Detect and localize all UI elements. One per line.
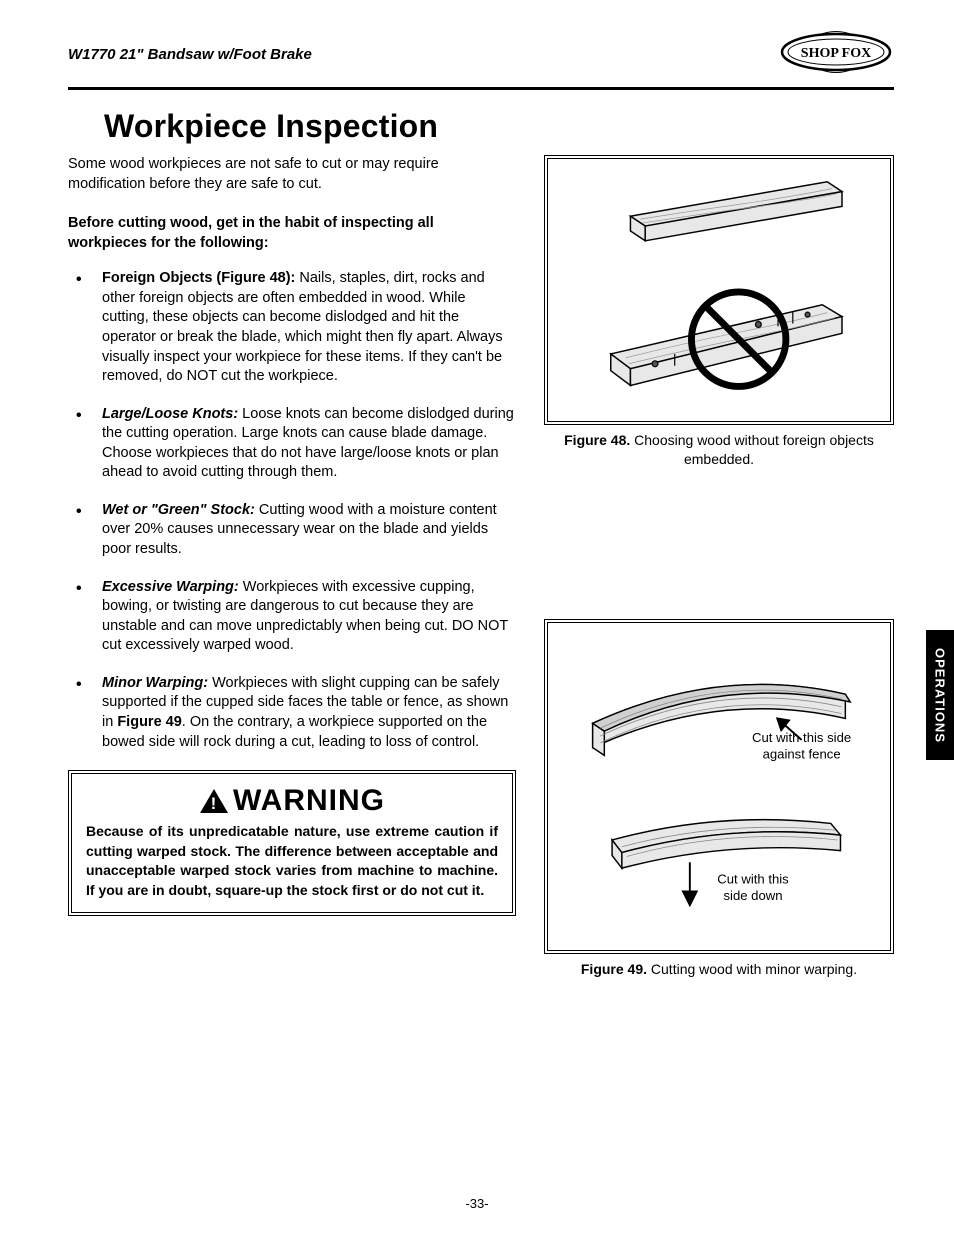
fig49-annotation-fence: Cut with this side against fence [748, 730, 855, 763]
page-title: Workpiece Inspection [104, 108, 894, 145]
warning-text: Because of its unpredicatable nature, us… [86, 822, 498, 900]
figure-number: Figure 48. [564, 432, 630, 448]
header-title: W1770 21" Bandsaw w/Foot Brake [68, 46, 312, 63]
list-item: Foreign Objects (Figure 48): Nails, stap… [68, 269, 516, 386]
header-rule [68, 87, 894, 90]
figure-caption-text: Cutting wood with minor warping. [647, 961, 857, 977]
item-head: Large/Loose Knots: [102, 406, 238, 422]
figure-number: Figure 49. [581, 961, 647, 977]
fig49-annotation-down: Cut with this side down [704, 872, 801, 905]
list-item: Wet or "Green" Stock: Cutting wood with … [68, 501, 516, 560]
figure-49-box: Cut with this side against fence [544, 619, 894, 954]
warning-label: WARNING [233, 784, 385, 818]
item-head: Wet or "Green" Stock: [102, 502, 255, 518]
page-header: W1770 21" Bandsaw w/Foot Brake SHOP FOX [68, 28, 894, 81]
list-item: Excessive Warping: Workpieces with exces… [68, 578, 516, 656]
list-item: Minor Warping: Workpieces with slight cu… [68, 674, 516, 752]
svg-text:SHOP FOX: SHOP FOX [801, 46, 871, 61]
figure-49-illustration: Cut with this side against fence [556, 631, 882, 942]
item-head: Foreign Objects (Figure 48): [102, 270, 295, 286]
right-column: Figure 48. Choosing wood without foreign… [544, 155, 894, 979]
figure-caption-text: Choosing wood without foreign objects em… [630, 432, 874, 467]
shop-fox-logo: SHOP FOX [779, 28, 894, 81]
warning-triangle-icon: ! [199, 788, 229, 814]
figure-49-caption: Figure 49. Cutting wood with minor warpi… [544, 960, 894, 979]
warning-box: ! WARNING Because of its unpredicatable … [68, 770, 516, 916]
lead-paragraph: Before cutting wood, get in the habit of… [68, 214, 516, 253]
page-number: -33- [0, 1196, 954, 1211]
section-tab-operations: OPERATIONS [926, 630, 954, 760]
item-head: Excessive Warping: [102, 579, 239, 595]
figure-48-illustration [556, 167, 882, 413]
warning-heading: ! WARNING [86, 784, 498, 818]
left-column: Some wood workpieces are not safe to cut… [68, 155, 516, 979]
figure-48-caption: Figure 48. Choosing wood without foreign… [544, 431, 894, 469]
intro-paragraph: Some wood workpieces are not safe to cut… [68, 155, 516, 194]
list-item: Large/Loose Knots: Loose knots can becom… [68, 405, 516, 483]
item-body: Nails, staples, dirt, rocks and other fo… [102, 270, 503, 384]
inspection-list: Foreign Objects (Figure 48): Nails, stap… [68, 269, 516, 752]
svg-text:!: ! [211, 794, 218, 813]
figure-ref: Figure 49 [117, 714, 181, 730]
item-head: Minor Warping: [102, 675, 208, 691]
figure-48-box [544, 155, 894, 425]
